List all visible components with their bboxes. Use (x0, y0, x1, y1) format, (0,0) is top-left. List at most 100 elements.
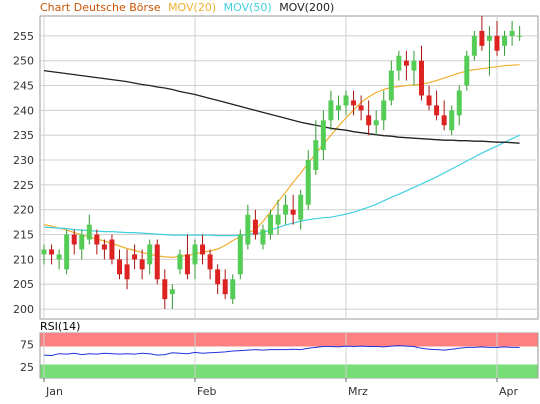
candle (260, 224, 266, 250)
candle (139, 249, 145, 280)
candle (290, 194, 296, 225)
legend-mov50: MOV(50) (224, 1, 272, 14)
candle (335, 95, 341, 121)
candle-body (184, 254, 190, 275)
candle-body (117, 259, 122, 275)
candle (79, 229, 85, 260)
candle-body (509, 30, 515, 36)
candle (479, 16, 485, 51)
candle (207, 249, 213, 280)
ma-line-mov50 (43, 134, 520, 237)
candle (388, 60, 394, 106)
candle (124, 249, 130, 290)
price-axis: 200 205 210 215 220 225 230 235 240 245 250 255 (13, 30, 34, 316)
candle-body (373, 120, 379, 126)
candles (41, 16, 523, 310)
candle-body (79, 234, 85, 250)
candle-body (426, 95, 432, 106)
candle (230, 274, 236, 305)
candle-body (245, 214, 251, 245)
candle (86, 214, 92, 245)
candle-body (124, 264, 130, 280)
price-tick-label: 200 (13, 303, 34, 316)
price-panel: 200 205 210 215 220 225 230 235 240 245 250 255 (13, 15, 539, 320)
candle-body (71, 234, 77, 245)
candle-body (471, 35, 477, 56)
candle (403, 50, 409, 81)
candle (419, 45, 424, 101)
candle-body (358, 105, 364, 111)
candle-body (283, 204, 289, 215)
candle (283, 194, 289, 225)
candle-body (305, 160, 311, 205)
x-axis: Jan Feb Mrz Apr (43, 378, 519, 398)
candle (486, 25, 492, 76)
candle-body (169, 289, 175, 295)
rsi-label: RSI(14) (40, 320, 80, 333)
candle-body (252, 219, 258, 235)
ma-line-mov200 (43, 69, 520, 144)
rsi-line (43, 345, 520, 357)
candle-body (494, 35, 500, 51)
candle (117, 249, 122, 280)
candle (343, 90, 349, 116)
candle-body (343, 95, 349, 106)
price-panel-frame (39, 15, 539, 320)
candle-body (456, 90, 462, 116)
candle-body (49, 249, 55, 255)
candle (464, 50, 470, 91)
candle (426, 85, 432, 111)
candle-body (320, 120, 326, 151)
candle (268, 209, 273, 240)
candle-body (479, 30, 485, 46)
candle (41, 244, 47, 265)
rsi-oversold-zone (40, 364, 538, 378)
candle-body (313, 140, 319, 170)
candle (396, 50, 402, 81)
candle-body (411, 60, 417, 71)
candle-body (381, 100, 387, 121)
candle (49, 244, 55, 265)
candle-body (139, 259, 145, 270)
candle (169, 284, 175, 310)
ma-line-mov20 (43, 64, 520, 259)
price-tick-label: 225 (13, 179, 34, 192)
candle (313, 120, 319, 175)
price-tick-label: 240 (13, 104, 34, 117)
candle-body (56, 254, 62, 260)
candle (132, 244, 138, 270)
candle (94, 229, 100, 255)
candle (502, 30, 508, 56)
candle (373, 110, 379, 136)
moving-averages (43, 64, 520, 259)
candle (328, 90, 334, 131)
candle (381, 90, 387, 131)
candle-body (517, 35, 523, 37)
candle (298, 189, 304, 230)
candle (222, 269, 228, 300)
candle (366, 100, 372, 136)
candle (215, 264, 221, 295)
candle (517, 25, 523, 41)
price-tick-label: 235 (13, 129, 34, 142)
candle (147, 239, 153, 275)
candle-body (441, 115, 447, 126)
candle (441, 100, 447, 131)
candle (320, 110, 326, 161)
x-tick-label: Feb (197, 385, 216, 398)
candle-body (388, 70, 394, 101)
candle-body (200, 244, 206, 255)
candle (456, 85, 462, 126)
candle (509, 20, 515, 46)
candle (351, 90, 357, 116)
candle (177, 249, 183, 275)
candle-body (464, 55, 470, 86)
candle (237, 229, 243, 280)
candle (494, 20, 500, 56)
candle-body (177, 254, 183, 270)
candle (471, 30, 477, 61)
candle-body (290, 209, 296, 215)
candle-body (298, 194, 304, 220)
